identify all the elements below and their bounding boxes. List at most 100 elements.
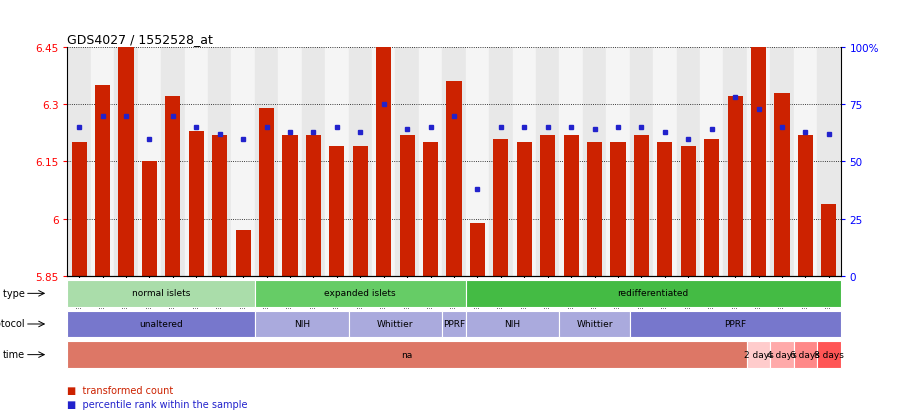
Bar <box>419 47 442 277</box>
Bar <box>540 135 556 277</box>
Bar <box>797 135 813 277</box>
Bar <box>657 143 672 277</box>
Bar <box>254 311 349 337</box>
Bar <box>770 47 794 277</box>
Bar <box>681 147 696 277</box>
Bar <box>423 143 438 277</box>
Bar <box>466 311 559 337</box>
Text: na: na <box>402 350 413 358</box>
Bar <box>349 311 442 337</box>
Bar <box>329 147 344 277</box>
Bar <box>770 342 794 368</box>
Bar <box>67 280 254 307</box>
Text: protocol: protocol <box>0 318 25 329</box>
Bar <box>231 47 254 277</box>
Text: 4 days: 4 days <box>767 350 797 358</box>
Bar <box>494 139 509 277</box>
Bar <box>517 143 532 277</box>
Bar <box>610 143 626 277</box>
Bar <box>352 147 368 277</box>
Bar <box>700 47 724 277</box>
Bar <box>774 93 789 277</box>
Bar <box>442 47 466 277</box>
Bar <box>259 109 274 277</box>
Bar <box>794 47 817 277</box>
Text: Whittier: Whittier <box>576 319 613 328</box>
Text: expanded islets: expanded islets <box>325 289 396 297</box>
Bar <box>724 47 747 277</box>
Bar <box>747 342 770 368</box>
Text: time: time <box>3 349 25 359</box>
Text: PPRF: PPRF <box>724 319 746 328</box>
Text: 8 days: 8 days <box>814 350 844 358</box>
Bar <box>67 342 747 368</box>
Bar <box>466 280 841 307</box>
Bar <box>208 47 231 277</box>
Bar <box>95 86 111 277</box>
Text: unaltered: unaltered <box>139 319 183 328</box>
Text: ■  transformed count: ■ transformed count <box>67 385 174 395</box>
Bar <box>512 47 536 277</box>
Bar <box>306 135 321 277</box>
Bar <box>212 135 227 277</box>
Bar <box>282 135 298 277</box>
Bar <box>654 47 677 277</box>
Bar <box>376 47 391 277</box>
Bar <box>184 47 208 277</box>
Bar <box>372 47 396 277</box>
Bar <box>587 143 602 277</box>
Text: NIH: NIH <box>504 319 521 328</box>
Bar <box>399 135 414 277</box>
Bar <box>165 97 181 277</box>
Bar <box>302 47 325 277</box>
Bar <box>794 342 817 368</box>
Bar <box>817 342 841 368</box>
Text: NIH: NIH <box>294 319 310 328</box>
Bar <box>161 47 184 277</box>
Text: redifferentiated: redifferentiated <box>618 289 689 297</box>
Bar <box>727 97 743 277</box>
Bar <box>583 47 606 277</box>
Bar <box>817 47 841 277</box>
Bar <box>559 311 629 337</box>
Bar <box>536 47 559 277</box>
Bar <box>254 47 279 277</box>
Bar <box>236 231 251 277</box>
Bar <box>466 47 489 277</box>
Bar <box>751 47 766 277</box>
Text: PPRF: PPRF <box>443 319 465 328</box>
Bar <box>325 47 349 277</box>
Bar <box>67 47 91 277</box>
Bar <box>629 311 841 337</box>
Bar <box>349 47 372 277</box>
Bar <box>119 47 134 277</box>
Bar <box>279 47 302 277</box>
Bar <box>634 135 649 277</box>
Bar <box>677 47 700 277</box>
Bar <box>142 162 157 277</box>
Bar <box>72 143 86 277</box>
Text: ■  percentile rank within the sample: ■ percentile rank within the sample <box>67 399 248 409</box>
Bar <box>91 47 114 277</box>
Bar <box>606 47 629 277</box>
Bar <box>442 311 466 337</box>
Bar <box>447 82 461 277</box>
Bar <box>559 47 583 277</box>
Bar <box>822 204 836 277</box>
Text: normal islets: normal islets <box>132 289 191 297</box>
Bar <box>114 47 138 277</box>
Text: cell type: cell type <box>0 288 25 298</box>
Bar <box>564 135 579 277</box>
Bar <box>629 47 654 277</box>
Bar <box>189 131 204 277</box>
Bar <box>747 47 770 277</box>
Text: Whittier: Whittier <box>378 319 414 328</box>
Bar <box>396 47 419 277</box>
Bar <box>470 223 485 277</box>
Bar <box>254 280 466 307</box>
Bar <box>138 47 161 277</box>
Bar <box>704 139 719 277</box>
Text: 2 days: 2 days <box>743 350 773 358</box>
Bar <box>489 47 512 277</box>
Text: GDS4027 / 1552528_at: GDS4027 / 1552528_at <box>67 33 213 46</box>
